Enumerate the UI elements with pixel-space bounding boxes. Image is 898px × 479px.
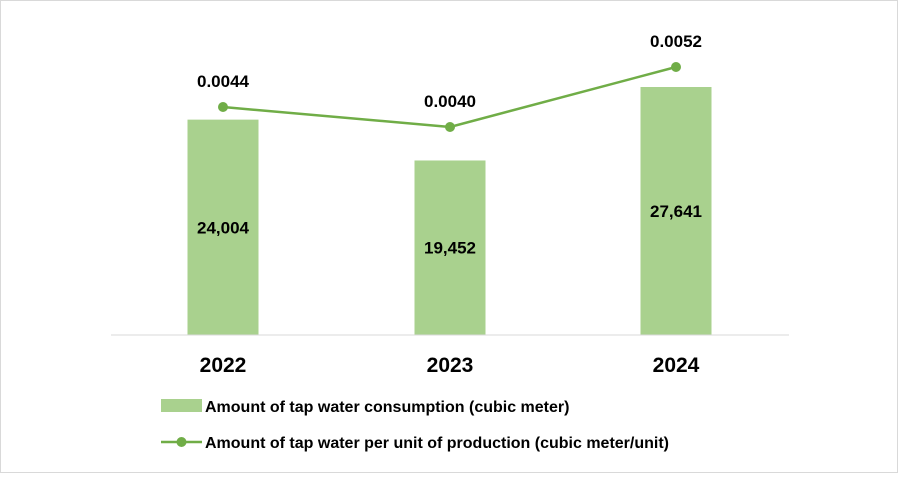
legend-line-marker xyxy=(176,437,187,447)
line-point-2023 xyxy=(445,122,455,132)
line-value-label-2024: 0.0052 xyxy=(650,32,702,51)
labels-layer: 24,004 19,452 27,641 0.0044 0.0040 0.0052 xyxy=(197,32,702,258)
legend-bar-swatch xyxy=(161,399,202,412)
line-point-2022 xyxy=(218,102,228,112)
legend-bar-label: Amount of tap water consumption (cubic m… xyxy=(205,399,569,416)
line-layer xyxy=(218,62,681,132)
bar-value-label-2023: 19,452 xyxy=(424,239,476,258)
legend-line-label: Amount of tap water per unit of producti… xyxy=(205,435,669,452)
x-tick-label-2024: 2024 xyxy=(653,354,700,377)
legend: Amount of tap water consumption (cubic m… xyxy=(161,399,669,452)
bar-2024 xyxy=(640,87,712,335)
ticks-layer: 2022 2023 2024 xyxy=(200,354,700,377)
bar-value-label-2024: 27,641 xyxy=(650,202,702,221)
bar-2023 xyxy=(414,160,486,335)
bar-value-label-2022: 24,004 xyxy=(197,218,250,237)
bar-2022 xyxy=(187,119,259,336)
bars-layer xyxy=(187,87,712,336)
line-value-label-2023: 0.0040 xyxy=(424,92,476,111)
line-point-2024 xyxy=(671,62,681,72)
line-value-label-2022: 0.0044 xyxy=(197,72,250,91)
x-tick-label-2023: 2023 xyxy=(427,354,474,377)
x-tick-label-2022: 2022 xyxy=(200,354,247,377)
